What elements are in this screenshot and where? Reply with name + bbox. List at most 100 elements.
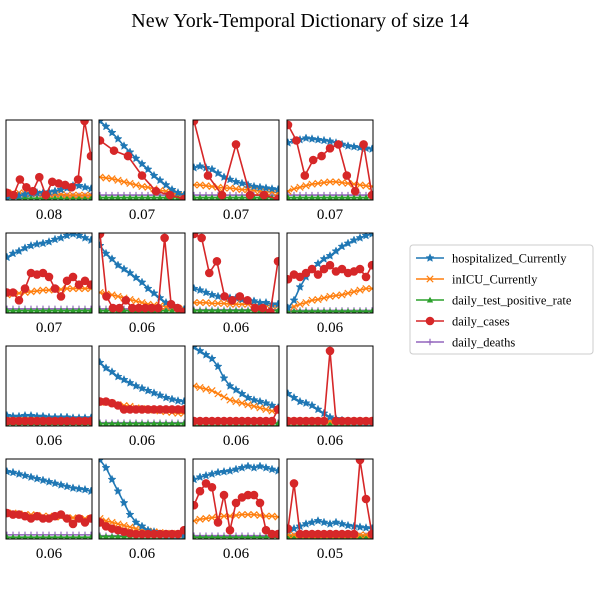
data-point [350,288,358,296]
series-daily-cases [99,136,185,200]
data-point [355,264,365,274]
data-point [99,288,104,297]
data-point [62,276,72,286]
data-point [237,178,247,188]
data-point [202,299,210,307]
data-point [273,257,279,266]
data-point [295,272,305,282]
data-point [207,289,217,299]
subplot-frame [5,232,93,314]
data-point [367,260,373,270]
data-point [193,517,198,525]
data-point [273,184,279,194]
data-point [81,307,89,313]
data-point [238,186,246,194]
data-point [226,396,234,404]
data-point [193,283,199,293]
data-point [62,233,72,240]
data-point [44,272,54,282]
data-point [193,299,198,307]
data-point [217,190,227,200]
data-point [196,515,204,523]
data-point [259,190,269,200]
subplot-9: 0.06 [5,345,93,449]
data-point [16,534,22,539]
data-point [193,382,198,390]
subplot-caption: 0.05 [317,546,343,562]
data-point [132,420,140,426]
data-point [245,534,251,539]
data-point [144,420,152,426]
series-daily-test-positive-rate [6,307,92,313]
data-point [56,480,66,489]
series-daily-cases [287,459,373,539]
data-point [307,134,317,143]
data-point [361,272,371,282]
data-point [50,478,60,488]
data-point [251,534,257,539]
data-point [209,534,215,539]
data-point [38,238,48,248]
data-point [120,194,128,200]
data-point [99,307,104,313]
legend-label: inICU_Currently [452,273,538,287]
data-point [314,295,322,304]
data-point [195,346,205,355]
data-point [179,525,185,535]
data-point [308,194,316,200]
data-point [193,120,199,126]
data-point [232,307,240,313]
data-point [195,472,205,482]
data-point [207,353,217,363]
data-point [297,308,303,313]
data-point [108,533,116,539]
data-point [114,533,122,539]
data-point [155,390,165,400]
data-point [74,180,84,190]
data-point [287,137,293,147]
data-point [295,396,305,406]
data-point [99,194,104,200]
data-point [342,171,352,180]
data-point [349,141,359,151]
data-point [99,173,104,181]
data-point [155,175,165,185]
legend-item-daily-deaths: daily_deaths [416,336,515,350]
data-point [367,144,373,154]
data-point [300,171,310,180]
data-point [227,296,237,305]
subplot-15: 0.06 [192,458,280,562]
data-point [345,308,351,313]
data-point [362,194,370,200]
data-point [361,494,371,504]
data-point [349,529,359,539]
data-point [220,307,228,313]
data-point [208,194,216,200]
data-point [126,523,134,531]
data-point [233,534,239,539]
data-point [332,178,340,186]
data-point [76,195,82,200]
subplot-caption: 0.06 [36,546,63,562]
data-point [74,280,84,290]
data-point [201,470,211,480]
data-point [349,235,359,245]
data-point [202,385,210,393]
subplot-11: 0.06 [192,345,280,449]
series-hospitalized-Currently [6,466,92,496]
data-point [219,373,229,383]
data-point [290,533,298,539]
series-daily-test-positive-rate [6,534,92,539]
data-point [193,500,199,510]
data-point [143,385,153,395]
data-point [108,420,116,426]
data-point [119,141,129,150]
data-point [231,140,241,149]
data-point [56,510,66,519]
data-point [250,303,260,313]
series-hospitalized-Currently [99,120,185,200]
data-point [46,534,52,539]
data-point [119,498,129,507]
series-daily-cases [193,405,279,426]
